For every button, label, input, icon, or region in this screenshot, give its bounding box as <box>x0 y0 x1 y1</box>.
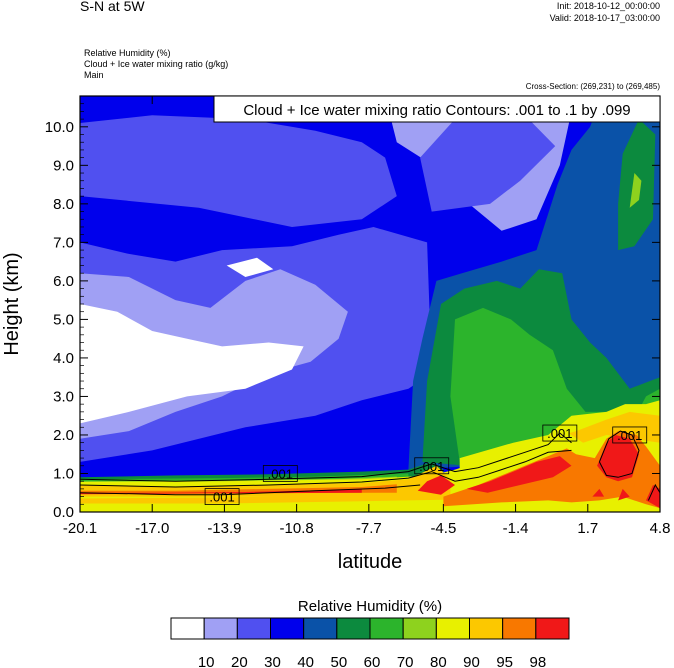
y-tick-label: 9.0 <box>53 157 74 174</box>
contour-label: .001 <box>268 466 293 481</box>
x-axis-label: latitude <box>338 551 403 573</box>
cloud-contour-line <box>647 483 660 501</box>
colorbar-label: 98 <box>529 654 546 668</box>
contour-label: .001 <box>209 490 234 505</box>
contour-label: .001 <box>419 459 444 474</box>
contour-label-box <box>542 424 578 442</box>
contour-label-box <box>262 465 298 482</box>
rh-region <box>80 115 397 227</box>
colorbar-swatch <box>270 617 305 640</box>
y-axis: 0.0 1.0 2.0 3.0 4.0 5.0 6.0 7.0 8.0 9.0 10.0 <box>45 95 660 521</box>
y-tick-label: 0.0 <box>53 504 74 521</box>
colorbar-label: 10 <box>198 654 215 668</box>
x-tick-label: -7.7 <box>356 520 382 537</box>
colorbar-swatch <box>502 617 537 640</box>
colorbar: 10 20 30 40 50 60 70 80 90 95 98 <box>170 617 570 668</box>
cloud-contours <box>80 430 660 501</box>
field-descriptions: Relative Humidity (%) Cloud + Ice water … <box>84 48 228 81</box>
colorbar-label: 90 <box>463 654 480 668</box>
rh-region <box>417 475 455 495</box>
field-rh: Relative Humidity (%) <box>84 48 171 58</box>
colorbar-label: 95 <box>496 654 513 668</box>
colorbar-swatch <box>369 617 404 640</box>
rh-region <box>592 488 605 497</box>
chart-title: Cloud + Ice water mixing ratio Contours:… <box>243 102 630 119</box>
colorbar-swatch <box>236 617 271 640</box>
x-tick-label: 4.8 <box>650 520 671 537</box>
contour-label-box <box>612 426 648 444</box>
x-axis: -20.1 -17.0 -13.9 -10.8 -7.7 -4.5 -1.4 1.7 4.8 <box>63 96 671 537</box>
y-tick-label: 7.0 <box>53 234 74 251</box>
plot-title: S-N at 5W <box>80 0 145 14</box>
rh-region <box>646 485 660 509</box>
field-cloud: Cloud + Ice water mixing ratio (g/kg) <box>84 59 229 69</box>
y-tick-label: 3.0 <box>53 388 74 405</box>
valid-time: Valid: 2018-10-17_03:00:00 <box>549 13 660 23</box>
colorbar-label: 70 <box>397 654 414 668</box>
y-tick-label: 10.0 <box>45 119 74 136</box>
x-tick-label: -10.8 <box>280 520 314 537</box>
rh-region <box>80 499 444 512</box>
rh-region <box>420 115 556 212</box>
y-tick-label: 8.0 <box>53 196 74 213</box>
init-time: Init: 2018-10-12_00:00:00 <box>556 1 660 11</box>
y-tick-label: 6.0 <box>53 273 74 290</box>
x-tick-label: 1.7 <box>577 520 598 537</box>
colorbar-swatch <box>535 617 570 640</box>
colorbar-label: 20 <box>231 654 248 668</box>
rh-region <box>80 304 304 424</box>
time-info: Init: 2018-10-12_00:00:00 Valid: 2018-10… <box>550 0 660 24</box>
colorbar-label: 80 <box>430 654 447 668</box>
cloud-contour-line <box>80 484 421 496</box>
y-tick-label: 4.0 <box>53 350 74 367</box>
colorbar-swatch <box>203 617 238 640</box>
cloud-contour-line <box>80 432 572 482</box>
rh-region <box>629 173 642 208</box>
cross-section-label: Cross-Section: (269,231) to (269,485) <box>525 82 660 91</box>
x-tick-label: -4.5 <box>430 520 456 537</box>
colorbar-label: 30 <box>264 654 281 668</box>
colorbar-swatch <box>469 617 504 640</box>
humidity-field <box>80 96 660 512</box>
x-tick-label: -20.1 <box>63 520 97 537</box>
colorbar-swatch <box>402 617 437 640</box>
colorbar-swatch <box>336 617 371 640</box>
colorbar-label: 60 <box>364 654 381 668</box>
colorbar-swatch <box>303 617 338 640</box>
contour-labels: .001 .001 .001 .001 .001 <box>204 424 648 505</box>
contour-label: .001 <box>617 428 642 443</box>
colorbar-label: 40 <box>297 654 314 668</box>
x-tick-label: -17.0 <box>135 520 169 537</box>
colorbar-label: 50 <box>330 654 347 668</box>
rh-region <box>466 456 572 493</box>
x-tick-label: -1.4 <box>503 520 529 537</box>
y-axis-label: Height (km) <box>1 252 23 355</box>
colorbar-title: Relative Humidity (%) <box>298 598 442 615</box>
rh-region <box>618 488 630 501</box>
y-tick-label: 1.0 <box>53 465 74 482</box>
contour-label-box <box>414 457 450 475</box>
rh-region <box>597 435 639 482</box>
rh-region <box>226 257 274 277</box>
cloud-contour-line <box>80 449 572 488</box>
rh-region <box>80 488 362 495</box>
field-domain: Main <box>84 70 104 80</box>
x-tick-label: -13.9 <box>207 520 241 537</box>
y-tick-label: 2.0 <box>53 427 74 444</box>
y-tick-label: 5.0 <box>53 311 74 328</box>
colorbar-swatch <box>170 617 205 640</box>
contour-label: .001 <box>547 426 572 441</box>
chart-title-box <box>213 95 661 123</box>
colorbar-swatch <box>435 617 471 640</box>
contour-label-box <box>204 488 240 505</box>
